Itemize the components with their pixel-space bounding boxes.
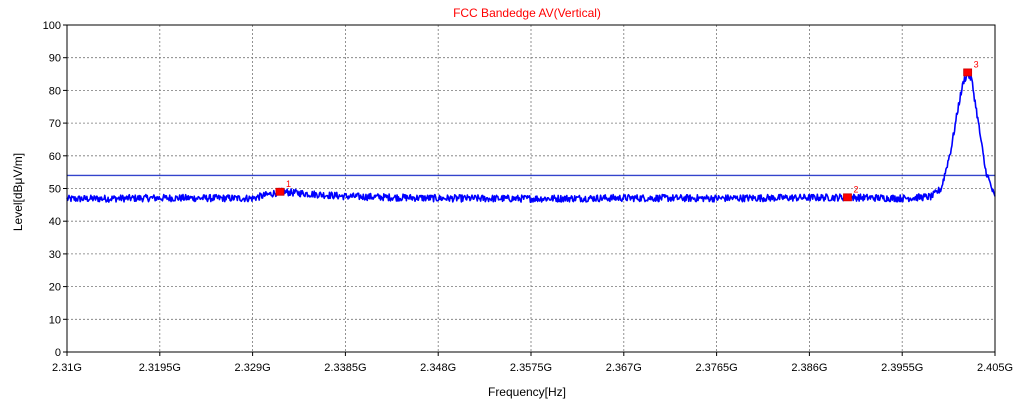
markers: 1 2 3: [275, 59, 979, 202]
marker-label: 3: [974, 59, 979, 69]
marker-point: [275, 187, 285, 196]
y-tick-label: 30: [49, 249, 61, 261]
x-tick-label: 2.3195G: [139, 362, 181, 374]
y-tick-label: 60: [49, 151, 61, 163]
trace-series-line: [66, 72, 996, 204]
y-axis-label: Level[dBμV/m]: [11, 153, 25, 231]
y-tick-label: 50: [49, 184, 61, 196]
x-tick-label: 2.405G: [977, 362, 1013, 374]
y-tick-label: 90: [49, 53, 61, 65]
trace-layer: [66, 72, 996, 204]
y-tick-label: 100: [43, 20, 61, 32]
y-tick-label: 20: [49, 282, 61, 294]
x-tick-label: 2.3955G: [881, 362, 923, 374]
marker-point: [843, 193, 852, 202]
x-tick-label: 2.31G: [52, 362, 82, 374]
y-tick-label: 10: [49, 314, 61, 326]
chart-title: FCC Bandedge AV(Vertical): [453, 6, 601, 20]
x-tick-label: 2.329G: [235, 362, 271, 374]
x-tick-label: 2.3385G: [324, 362, 366, 374]
marker-label: 1: [286, 179, 291, 189]
x-tick-label: 2.3765G: [695, 362, 737, 374]
marker-label: 2: [853, 184, 858, 194]
y-tick-label: 80: [49, 85, 61, 97]
x-tick-label: 2.367G: [606, 362, 642, 374]
x-tick-label: 2.348G: [420, 362, 456, 374]
axes: 0 10 20 30 40 50 60 70 80 90 100 2.31G 2.3195G 2.329G…: [43, 20, 1013, 374]
x-tick-label: 2.386G: [791, 362, 827, 374]
marker-point: [963, 68, 973, 77]
grid: [67, 25, 995, 352]
x-axis-label: Frequency[Hz]: [488, 385, 566, 399]
y-tick-label: 40: [49, 216, 61, 228]
y-tick-label: 70: [49, 118, 61, 130]
x-tick-label: 2.3575G: [510, 362, 552, 374]
y-tick-label: 0: [55, 347, 61, 359]
